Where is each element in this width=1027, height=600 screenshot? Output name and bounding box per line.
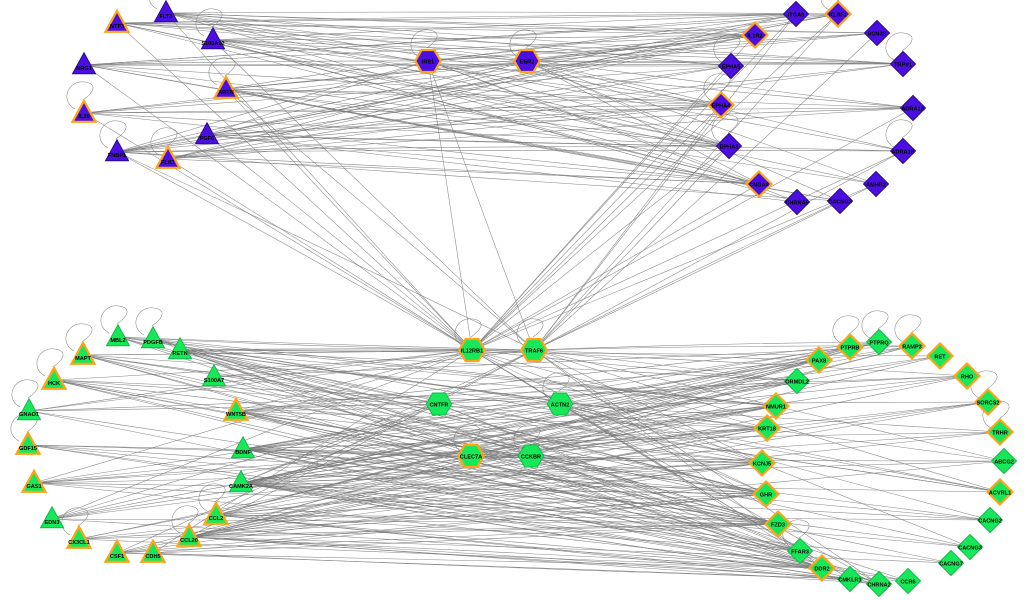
- svg-text:ITGA9: ITGA9: [788, 12, 804, 18]
- svg-text:WNT5B: WNT5B: [226, 412, 246, 418]
- svg-text:RAMP3: RAMP3: [902, 344, 922, 350]
- svg-text:FLT1: FLT1: [160, 14, 173, 20]
- svg-text:KLRF1: KLRF1: [829, 12, 847, 18]
- svg-text:CACNG2: CACNG2: [978, 518, 1002, 524]
- svg-text:MBL2: MBL2: [110, 338, 125, 344]
- svg-text:CX3CL1: CX3CL1: [68, 540, 89, 546]
- svg-text:NRG1: NRG1: [76, 66, 92, 72]
- svg-text:CACNG3: CACNG3: [958, 545, 982, 551]
- svg-text:CCKBR: CCKBR: [521, 454, 541, 460]
- svg-text:CCL20: CCL20: [180, 538, 198, 544]
- svg-text:RETN: RETN: [172, 351, 187, 357]
- svg-text:GNAO1: GNAO1: [19, 412, 39, 418]
- svg-text:SCN3B: SCN3B: [868, 31, 887, 37]
- svg-text:CNGA4: CNGA4: [749, 182, 769, 188]
- svg-text:EPHA3: EPHA3: [720, 144, 739, 150]
- svg-text:CDH5: CDH5: [145, 554, 160, 560]
- svg-text:TRPV1: TRPV1: [894, 62, 912, 68]
- svg-text:CHRNA2: CHRNA2: [867, 582, 890, 588]
- svg-text:CNTFR: CNTFR: [430, 402, 449, 408]
- svg-text:SORCS2: SORCS2: [976, 400, 999, 406]
- svg-text:GAS1: GAS1: [26, 484, 41, 490]
- svg-text:ESR2: ESR2: [520, 59, 535, 65]
- svg-text:TRHR: TRHR: [992, 430, 1008, 436]
- svg-text:ARTN: ARTN: [218, 90, 234, 96]
- svg-text:IL1R2: IL1R2: [747, 33, 762, 39]
- svg-text:FGF6: FGF6: [200, 136, 214, 142]
- svg-text:FFAR3: FFAR3: [791, 549, 809, 555]
- svg-text:TRAF6: TRAF6: [525, 348, 543, 354]
- svg-text:IL12RB1: IL12RB1: [461, 348, 483, 354]
- svg-text:IL20: IL20: [78, 114, 89, 120]
- svg-text:ORMDL2: ORMDL2: [785, 379, 809, 385]
- svg-text:RET: RET: [934, 354, 946, 360]
- svg-text:DDR2: DDR2: [814, 566, 829, 572]
- svg-text:PTPRQ: PTPRQ: [869, 340, 889, 346]
- svg-text:EDN3: EDN3: [45, 520, 60, 526]
- svg-text:PDGFB: PDGFB: [143, 340, 163, 346]
- svg-text:CCR6: CCR6: [900, 579, 915, 585]
- svg-text:BDNF: BDNF: [235, 450, 251, 456]
- svg-text:NTF3: NTF3: [110, 24, 124, 30]
- svg-text:ACTN2: ACTN2: [551, 402, 570, 408]
- svg-text:FLK1: FLK1: [161, 160, 175, 166]
- svg-text:ACVRL1: ACVRL1: [989, 490, 1011, 496]
- svg-text:CACNG3: CACNG3: [828, 199, 852, 205]
- svg-text:GHR: GHR: [760, 492, 772, 498]
- svg-text:RHO: RHO: [961, 374, 974, 380]
- svg-text:PAX8: PAX8: [812, 358, 826, 364]
- svg-text:HCK: HCK: [48, 381, 60, 387]
- svg-text:S100A7: S100A7: [204, 378, 224, 384]
- svg-text:CACNG7: CACNG7: [939, 561, 963, 567]
- svg-text:MAPT: MAPT: [75, 356, 91, 362]
- svg-text:GDF15: GDF15: [19, 446, 37, 452]
- svg-text:AMHR2: AMHR2: [866, 182, 886, 188]
- svg-text:EPHA4: EPHA4: [712, 103, 732, 109]
- svg-text:EPHA5: EPHA5: [722, 64, 741, 70]
- svg-text:ADRA1A: ADRA1A: [901, 106, 924, 112]
- svg-text:IRS1: IRS1: [422, 59, 434, 65]
- svg-text:CCL2: CCL2: [209, 516, 224, 522]
- svg-text:CHRNA5: CHRNA5: [785, 200, 808, 206]
- svg-text:CAMK2A: CAMK2A: [229, 484, 253, 490]
- svg-text:KRT18: KRT18: [758, 426, 776, 432]
- svg-text:CMKLR1: CMKLR1: [838, 577, 861, 583]
- svg-text:FNBP1: FNBP1: [108, 153, 126, 159]
- svg-text:CSF1: CSF1: [110, 554, 124, 560]
- svg-text:FZD3: FZD3: [771, 522, 785, 528]
- svg-text:S100A12: S100A12: [201, 41, 224, 47]
- svg-text:ABCG2: ABCG2: [994, 459, 1014, 465]
- svg-text:NMUR1: NMUR1: [766, 404, 786, 410]
- svg-text:ADRA1B: ADRA1B: [891, 149, 914, 155]
- svg-text:KCNJ5: KCNJ5: [753, 461, 771, 467]
- svg-text:CLEC7A: CLEC7A: [460, 454, 482, 460]
- svg-text:PTPRB: PTPRB: [841, 345, 860, 351]
